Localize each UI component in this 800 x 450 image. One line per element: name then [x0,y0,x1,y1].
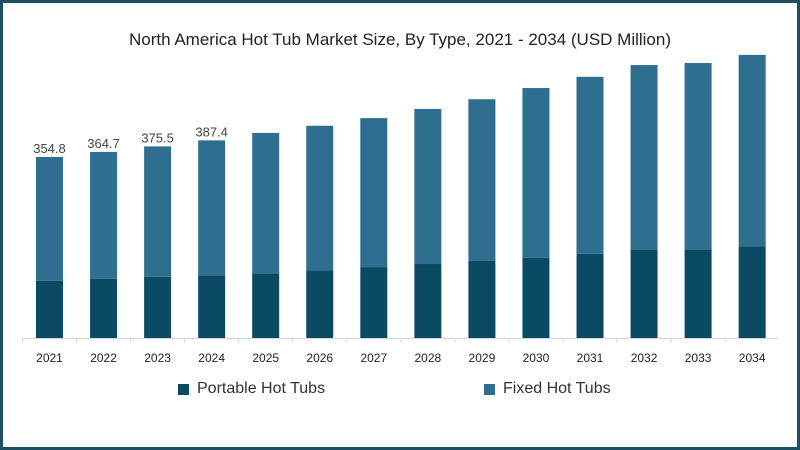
bar-fixed-2025 [252,132,280,274]
bar-fixed-2031 [576,76,604,254]
x-tick-label: 2034 [739,351,766,365]
legend-swatch-fixed [484,383,495,395]
x-tick-label: 2027 [360,351,387,365]
bar-portable-2022 [90,278,118,338]
bar-fixed-2023 [144,146,172,277]
bar-portable-2026 [306,270,334,338]
bar-portable-2023 [144,276,172,338]
bar-portable-2029 [468,260,496,338]
bar-portable-2025 [252,273,280,338]
bar-portable-2030 [522,257,550,338]
x-tick-label: 2026 [306,351,333,365]
chart-title: North America Hot Tub Market Size, By Ty… [128,30,672,49]
bar-portable-2031 [576,253,604,338]
legend-item-portable: Portable Hot Tubs [178,380,325,398]
legend-swatch-portable [178,383,189,395]
bar-fixed-2033 [684,63,712,250]
legend-label-portable: Portable Hot Tubs [197,380,326,397]
bar-fixed-2027 [360,118,388,268]
bar-portable-2032 [630,249,658,338]
x-tick-label: 2021 [36,351,63,365]
legend-label-fixed: Fixed Hot Tubs [503,380,611,397]
x-tick-label: 2032 [631,351,658,365]
bar-fixed-2034 [738,54,766,247]
x-tick-label: 2025 [252,351,279,365]
bar-portable-2027 [360,267,388,338]
bar-portable-2024 [198,275,226,338]
bar-fixed-2032 [630,65,658,250]
x-tick-label: 2023 [144,351,171,365]
x-tick-label: 2031 [577,351,604,365]
bar-fixed-2021 [36,157,63,281]
x-tick-label: 2022 [90,351,117,365]
bar-portable-2034 [738,246,766,338]
bar-fixed-2024 [198,140,226,276]
bar-portable-2028 [414,264,442,338]
data-label: 387.4 [195,124,228,139]
bar-fixed-2026 [306,125,334,271]
bar-fixed-2030 [522,88,550,258]
bar-portable-2021 [36,280,63,338]
data-label: 375.5 [141,130,174,145]
bar-portable-2033 [684,249,712,338]
x-tick-label: 2030 [523,351,550,365]
bar-fixed-2022 [90,151,118,279]
bar-fixed-2028 [414,108,442,265]
x-tick-label: 2029 [469,351,496,365]
x-tick-label: 2028 [414,351,441,365]
x-tick-label: 2024 [198,351,225,365]
x-tick-label: 2033 [685,351,712,365]
data-label: 354.8 [33,141,66,156]
legend-item-fixed: Fixed Hot Tubs [484,380,611,398]
bar-fixed-2029 [468,99,496,261]
data-label: 364.7 [87,136,120,151]
